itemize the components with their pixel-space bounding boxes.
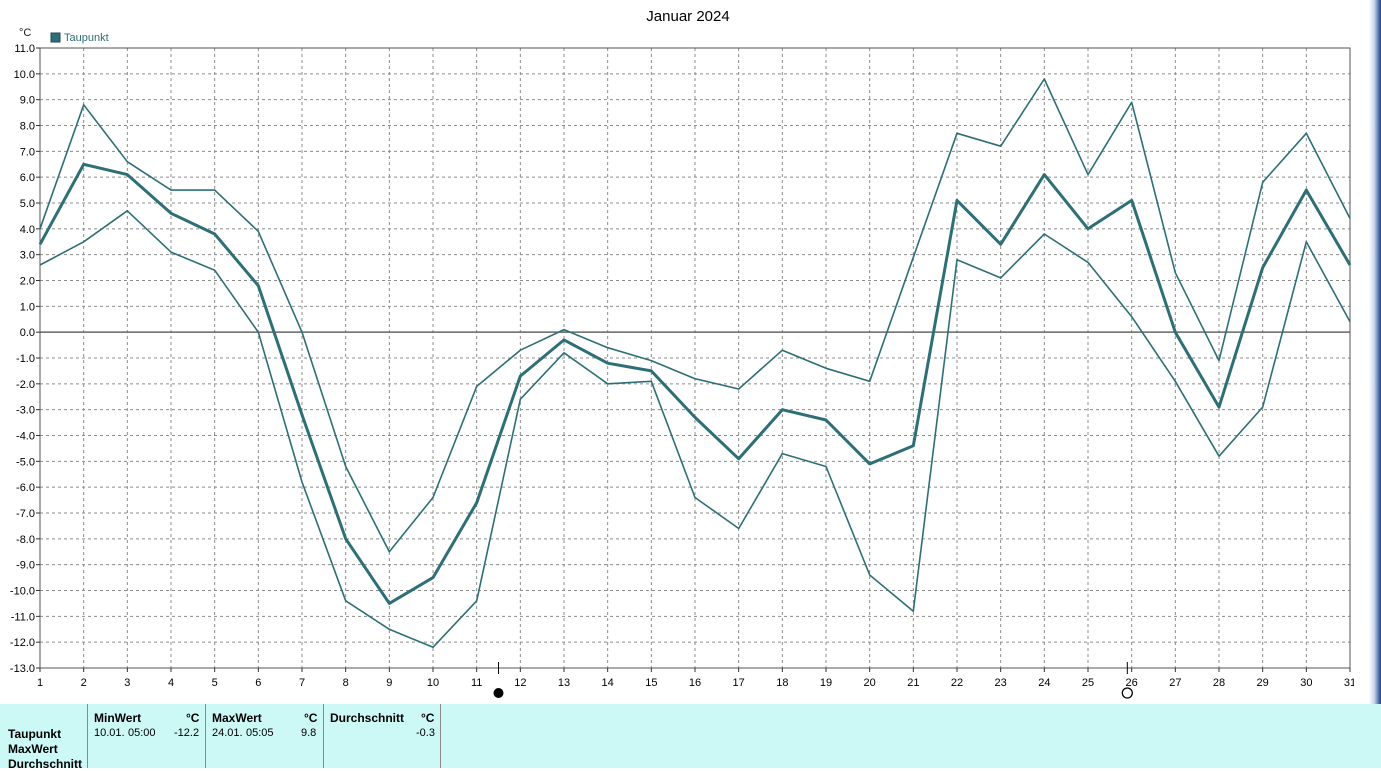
row-label-taupunkt: Taupunkt <box>8 727 62 741</box>
x-tick-label: 11 <box>471 677 482 689</box>
min-value: -12.2 <box>174 727 200 739</box>
x-tick-label: 26 <box>1126 677 1138 689</box>
x-tick-label: 16 <box>689 677 701 689</box>
series-line-avg <box>38 162 1352 605</box>
new-moon-icon <box>493 688 504 698</box>
y-axis-ticks: 11.0 10.0 9.0 8.0 7.0 6.0 5.0 4.0 3.0 2.0 1.0 0.0 -1… <box>10 43 40 675</box>
max-time: 05:05 <box>246 727 274 739</box>
x-tick-label: 5 <box>212 677 218 689</box>
chart-title: Januar 2024 <box>646 8 729 25</box>
series-line-min <box>39 210 1351 649</box>
avg-value: -0.3 <box>416 727 435 739</box>
x-tick-label: 12 <box>514 677 526 689</box>
y-tick-label: 0.0 <box>20 327 35 339</box>
series-lines <box>38 78 1352 649</box>
y-tick-label: -11.0 <box>11 611 35 623</box>
x-tick-label: 6 <box>255 677 261 689</box>
y-tick-label: 2.0 <box>20 276 35 288</box>
row-label-durchschnitt: Durchschnitt <box>8 757 83 771</box>
y-tick-label: -3.0 <box>16 405 35 417</box>
x-tick-label: 21 <box>907 677 919 689</box>
x-tick-label: 23 <box>995 677 1007 689</box>
column-separator <box>87 704 88 768</box>
x-tick-label: 28 <box>1213 677 1225 689</box>
col-unit-minwert: °C <box>186 711 200 725</box>
y-tick-label: 5.0 <box>20 198 35 210</box>
dewpoint-chart: Januar 2024 °C Taupunkt 11.010.09.08.07.… <box>10 8 1356 699</box>
col-unit-maxwert: °C <box>304 711 318 725</box>
x-tick-label: 29 <box>1257 677 1269 689</box>
y-tick-label: -8.0 <box>16 534 35 546</box>
y-tick-label: 1.0 <box>20 301 35 313</box>
legend-swatch <box>50 32 61 43</box>
moon-markers <box>493 662 1133 699</box>
series-line-max <box>39 78 1351 553</box>
y-tick-label: -12.0 <box>10 637 35 649</box>
y-tick-label: -7.0 <box>16 508 35 520</box>
column-separator <box>205 704 206 768</box>
column-separator <box>440 704 441 768</box>
min-time: 05:00 <box>128 727 156 739</box>
summary-table: Taupunkt MaxWert Durchschnitt MinWert °C… <box>0 704 1381 771</box>
x-tick-label: 25 <box>1082 677 1094 689</box>
row-label-maxwert: MaxWert <box>8 742 58 756</box>
x-axis-ticks: 1 2 3 4 5 6 7 8 9 10 11 12 13 14 15 16 17 18 19 20 21 22 23 24 2… <box>37 668 1356 689</box>
y-tick-label: 6.0 <box>20 172 35 184</box>
x-tick-label: 1 <box>37 677 43 689</box>
y-tick-label: -2.0 <box>16 379 35 391</box>
x-tick-label: 19 <box>820 677 832 689</box>
x-tick-label: 14 <box>602 677 614 689</box>
x-tick-label: 20 <box>864 677 876 689</box>
window-edge-decoration <box>1354 0 1381 704</box>
y-axis-unit: °C <box>19 27 31 39</box>
x-tick-label: 22 <box>951 677 963 689</box>
y-tick-label: -1.0 <box>16 353 35 365</box>
x-tick-label: 9 <box>386 677 392 689</box>
col-unit-durchschnitt: °C <box>421 711 435 725</box>
x-tick-label: 18 <box>776 677 788 689</box>
y-tick-label: 4.0 <box>20 224 35 236</box>
col-title-maxwert: MaxWert <box>212 711 262 725</box>
y-tick-label: -9.0 <box>16 560 35 572</box>
max-value: 9.8 <box>301 727 317 739</box>
x-tick-label: 10 <box>427 677 439 689</box>
max-date: 24.01. <box>212 727 243 739</box>
x-tick-label: 2 <box>81 677 87 689</box>
x-tick-label: 13 <box>558 677 570 689</box>
y-tick-label: -5.0 <box>16 456 35 468</box>
x-tick-label: 31 <box>1344 677 1356 689</box>
full-moon-icon <box>1121 687 1133 699</box>
x-tick-label: 24 <box>1038 677 1050 689</box>
x-tick-label: 4 <box>168 677 174 689</box>
x-tick-label: 27 <box>1169 677 1181 689</box>
y-tick-label: 10.0 <box>14 69 35 81</box>
grid <box>40 48 1350 668</box>
column-separator <box>323 704 324 768</box>
y-tick-label: -10.0 <box>10 586 35 598</box>
x-tick-label: 7 <box>299 677 305 689</box>
x-tick-label: 3 <box>124 677 130 689</box>
x-tick-label: 15 <box>645 677 657 689</box>
x-tick-label: 17 <box>733 677 745 689</box>
y-tick-label: -4.0 <box>16 431 35 443</box>
legend-label: Taupunkt <box>64 32 109 44</box>
col-title-minwert: MinWert <box>94 711 142 725</box>
col-title-durchschnitt: Durchschnitt <box>330 711 405 725</box>
y-tick-label: 9.0 <box>20 95 35 107</box>
min-date: 10.01. <box>94 727 125 739</box>
y-tick-label: 8.0 <box>20 121 35 133</box>
y-tick-label: -13.0 <box>10 663 35 675</box>
y-tick-label: -6.0 <box>16 482 35 494</box>
x-tick-label: 30 <box>1300 677 1312 689</box>
y-tick-label: 7.0 <box>20 146 35 158</box>
y-tick-label: 11.0 <box>14 43 35 55</box>
x-tick-label: 8 <box>343 677 349 689</box>
y-tick-label: 3.0 <box>20 250 35 262</box>
